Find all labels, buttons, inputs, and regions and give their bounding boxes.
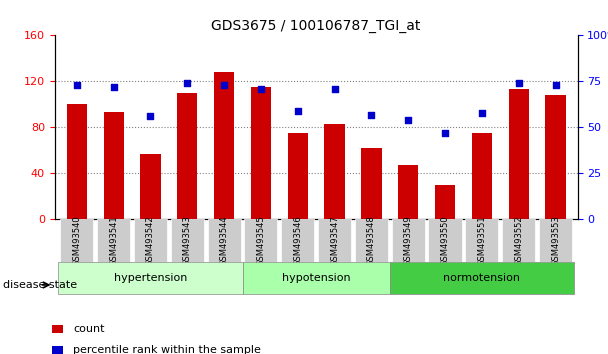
Text: hypotension: hypotension (282, 273, 350, 283)
Text: GSM493544: GSM493544 (219, 215, 229, 266)
FancyBboxPatch shape (243, 262, 390, 294)
Bar (435, 185, 455, 219)
Bar (508, 90, 529, 219)
Text: GSM493553: GSM493553 (551, 215, 560, 266)
Text: GSM493542: GSM493542 (146, 215, 155, 266)
Text: hypertension: hypertension (114, 273, 187, 283)
Point (367, 112, 376, 118)
Bar (545, 95, 565, 219)
Text: GSM493547: GSM493547 (330, 215, 339, 266)
FancyBboxPatch shape (281, 219, 314, 262)
Text: count: count (73, 324, 105, 334)
Text: GSM493540: GSM493540 (72, 215, 81, 266)
FancyBboxPatch shape (390, 262, 574, 294)
Title: GDS3675 / 100106787_TGI_at: GDS3675 / 100106787_TGI_at (212, 19, 421, 33)
Text: GSM493548: GSM493548 (367, 215, 376, 266)
Point (403, 117, 413, 123)
Bar (325, 124, 345, 219)
Bar (250, 87, 271, 219)
FancyBboxPatch shape (58, 262, 243, 294)
Point (145, 114, 155, 119)
FancyBboxPatch shape (392, 219, 425, 262)
Bar (140, 154, 161, 219)
Text: GSM493551: GSM493551 (477, 215, 486, 266)
FancyBboxPatch shape (429, 219, 461, 262)
Point (514, 80, 523, 86)
FancyBboxPatch shape (244, 219, 277, 262)
FancyBboxPatch shape (318, 219, 351, 262)
FancyBboxPatch shape (355, 219, 388, 262)
Point (330, 86, 339, 92)
Bar (361, 148, 382, 219)
Text: disease state: disease state (3, 280, 77, 290)
Bar (67, 104, 87, 219)
Bar (288, 133, 308, 219)
FancyBboxPatch shape (539, 219, 572, 262)
Text: GSM493543: GSM493543 (183, 215, 192, 266)
Point (477, 110, 487, 115)
Text: percentile rank within the sample: percentile rank within the sample (73, 346, 261, 354)
Text: GSM493541: GSM493541 (109, 215, 118, 266)
Point (293, 108, 303, 114)
FancyBboxPatch shape (207, 219, 241, 262)
Bar (177, 93, 198, 219)
Bar (214, 72, 234, 219)
Point (109, 84, 119, 90)
Point (72, 82, 81, 88)
Point (440, 130, 450, 136)
Text: GSM493546: GSM493546 (293, 215, 302, 266)
FancyBboxPatch shape (171, 219, 204, 262)
Text: normotension: normotension (443, 273, 520, 283)
Text: GSM493552: GSM493552 (514, 215, 523, 266)
FancyBboxPatch shape (134, 219, 167, 262)
Point (551, 82, 561, 88)
Text: GSM493550: GSM493550 (441, 215, 449, 266)
FancyBboxPatch shape (502, 219, 535, 262)
FancyBboxPatch shape (60, 219, 94, 262)
Point (182, 80, 192, 86)
Point (219, 82, 229, 88)
Bar (103, 113, 124, 219)
Point (256, 86, 266, 92)
FancyBboxPatch shape (97, 219, 130, 262)
Text: GSM493549: GSM493549 (404, 215, 413, 266)
Bar (398, 165, 418, 219)
FancyBboxPatch shape (465, 219, 499, 262)
Bar (472, 133, 492, 219)
Text: GSM493545: GSM493545 (257, 215, 266, 266)
